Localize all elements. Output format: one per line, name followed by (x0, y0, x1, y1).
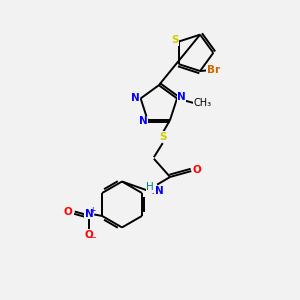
Text: CH₃: CH₃ (194, 98, 212, 108)
Text: O: O (85, 230, 93, 240)
Text: Br: Br (207, 64, 220, 75)
Text: N: N (85, 209, 93, 219)
Text: N: N (155, 186, 164, 196)
Text: +: + (89, 206, 96, 215)
Text: N: N (131, 93, 140, 103)
Text: O: O (63, 206, 72, 217)
Text: N: N (139, 116, 148, 126)
Text: N: N (177, 92, 186, 102)
Text: S: S (159, 132, 166, 142)
Text: H: H (146, 182, 154, 192)
Text: O: O (193, 165, 202, 175)
Text: S: S (171, 35, 179, 45)
Text: −: − (89, 233, 97, 242)
